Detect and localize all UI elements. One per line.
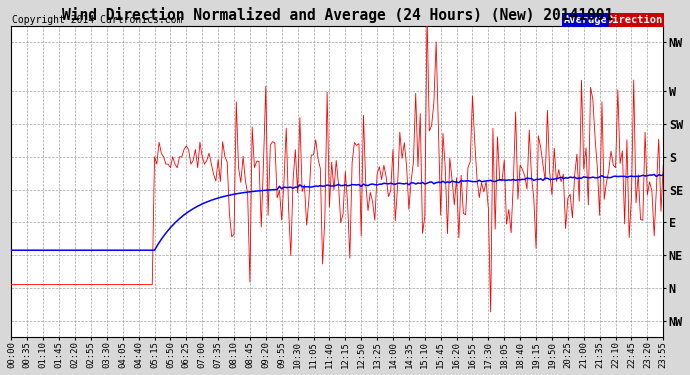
Text: Copyright 2014 Cartronics.com: Copyright 2014 Cartronics.com (12, 15, 182, 25)
Text: Direction: Direction (607, 15, 662, 25)
Title: Wind Direction Normalized and Average (24 Hours) (New) 20141001: Wind Direction Normalized and Average (2… (61, 7, 613, 23)
Text: Average: Average (564, 15, 607, 25)
